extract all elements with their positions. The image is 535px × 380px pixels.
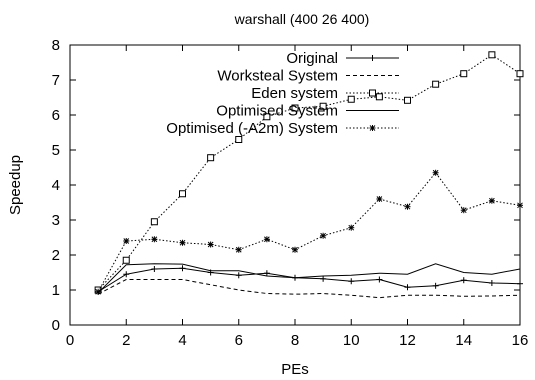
- legend-entry: Optimised (-A2m) System: [166, 120, 399, 137]
- asterisk-marker: [207, 241, 214, 248]
- square-marker: [516, 70, 524, 78]
- series-line: [97, 171, 521, 292]
- plus-marker: [179, 265, 186, 272]
- y-tick-label: 1: [52, 282, 60, 299]
- series-line: [97, 263, 521, 294]
- plus-marker: [348, 278, 355, 285]
- x-tick-label: 12: [399, 332, 416, 349]
- y-tick-label: 4: [52, 177, 60, 194]
- square-marker: [488, 51, 496, 59]
- square-marker: [179, 190, 186, 198]
- y-tick-label: 0: [52, 317, 60, 334]
- chart-title: warshall (400 26 400): [234, 11, 370, 27]
- asterisk-marker: [460, 207, 467, 214]
- y-axis-label: Speedup: [7, 155, 24, 215]
- plus-marker: [263, 270, 270, 277]
- x-axis-label: PEs: [281, 361, 309, 378]
- series-group: [97, 279, 521, 299]
- series-line: [97, 54, 521, 291]
- asterisk-marker: [432, 169, 439, 176]
- series-layer: [94, 51, 524, 299]
- plus-marker: [488, 280, 495, 286]
- series-line: [97, 267, 521, 293]
- square-marker: [369, 89, 376, 97]
- legend-entry: Eden system: [251, 85, 399, 102]
- square-marker: [207, 154, 215, 162]
- y-tick-label: 7: [52, 72, 60, 89]
- series-group: [95, 169, 523, 295]
- square-marker: [235, 136, 243, 143]
- legend-label: Eden system: [251, 85, 338, 102]
- y-tick-label: 8: [52, 37, 60, 54]
- series-group: [97, 263, 521, 294]
- plus-marker: [369, 55, 376, 61]
- asterisk-marker: [404, 203, 411, 210]
- square-marker: [404, 96, 411, 104]
- square-marker: [291, 104, 299, 112]
- legend-label: Optimised System: [216, 103, 338, 120]
- asterisk-marker: [369, 125, 376, 131]
- asterisk-marker: [179, 239, 186, 246]
- legend-entry: Original: [286, 50, 399, 67]
- x-tick-label: 0: [66, 332, 74, 349]
- asterisk-marker: [263, 236, 270, 243]
- legend-label: Worksteal System: [217, 68, 338, 85]
- plus-marker: [123, 271, 130, 278]
- y-tick-label: 6: [52, 107, 60, 124]
- asterisk-marker: [235, 246, 242, 253]
- asterisk-marker: [376, 196, 383, 202]
- plus-marker: [320, 275, 327, 282]
- x-tick-label: 2: [122, 332, 130, 349]
- square-marker: [122, 256, 130, 264]
- plus-marker: [376, 276, 383, 283]
- asterisk-marker: [292, 246, 298, 253]
- legend-entry: Optimised System: [216, 103, 399, 120]
- x-tick-label: 6: [235, 332, 243, 349]
- x-tick-label: 10: [343, 332, 360, 349]
- x-tick-label: 8: [291, 332, 299, 349]
- plus-marker: [517, 280, 523, 287]
- y-tick-label: 5: [52, 142, 60, 159]
- plus-marker: [235, 272, 242, 279]
- square-marker: [432, 80, 440, 88]
- y-tick-label: 2: [52, 247, 60, 264]
- asterisk-marker: [320, 232, 327, 239]
- x-tick-label: 4: [178, 332, 186, 349]
- plus-marker: [404, 284, 411, 291]
- plus-marker: [151, 266, 158, 272]
- asterisk-marker: [517, 202, 523, 209]
- legend-entry: Worksteal System: [217, 68, 399, 85]
- x-tick-label: 14: [455, 332, 472, 349]
- legend-label: Original: [286, 50, 338, 67]
- plus-marker: [460, 277, 467, 284]
- square-marker: [375, 93, 383, 101]
- asterisk-marker: [95, 288, 102, 295]
- plus-marker: [432, 282, 439, 289]
- series-line: [97, 279, 521, 299]
- asterisk-marker: [123, 238, 130, 244]
- x-tick-label: 16: [512, 332, 529, 349]
- y-tick-label: 3: [52, 212, 60, 229]
- series-group: [95, 265, 523, 295]
- asterisk-marker: [348, 224, 355, 231]
- square-marker: [263, 113, 271, 121]
- asterisk-marker: [488, 197, 495, 204]
- square-marker: [150, 218, 158, 226]
- asterisk-marker: [151, 236, 158, 243]
- square-marker: [347, 95, 355, 103]
- legend-label: Optimised (-A2m) System: [166, 120, 338, 137]
- square-marker: [460, 70, 468, 78]
- square-marker: [319, 102, 327, 110]
